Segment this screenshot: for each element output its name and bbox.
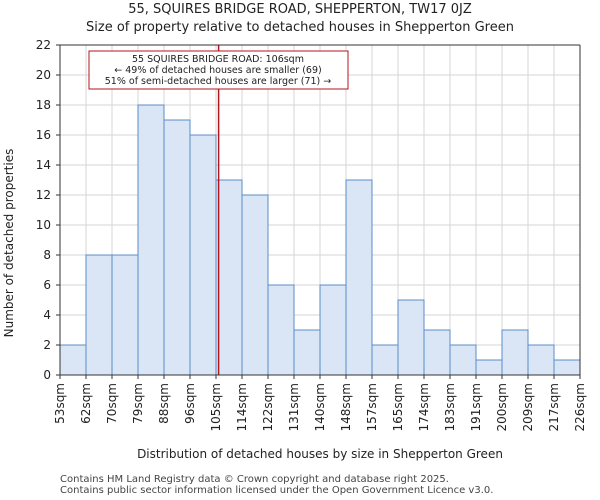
x-tick-label: 140sqm — [313, 383, 327, 431]
y-tick-label: 18 — [36, 98, 51, 112]
x-tick-label: 88sqm — [157, 383, 171, 424]
histogram-bar — [553, 359, 581, 376]
histogram-bar — [449, 344, 477, 376]
y-tick-labels: 0 2 4 6 8 10 12 14 16 18 20 22 — [36, 38, 51, 382]
y-tick-label: 6 — [43, 278, 51, 292]
y-tick-label: 12 — [36, 188, 51, 202]
x-tick-label: 105sqm — [209, 383, 223, 431]
x-tick-label: 122sqm — [261, 383, 275, 431]
histogram-bar — [423, 329, 451, 376]
footer-copyright: Contains HM Land Registry data © Crown c… — [60, 474, 449, 485]
y-tick-label: 14 — [36, 158, 51, 172]
x-tick-label: 157sqm — [365, 383, 379, 431]
histogram-bar — [85, 254, 113, 376]
annotation-border — [88, 50, 349, 90]
y-tick-label: 0 — [43, 368, 51, 382]
x-tick-label: 165sqm — [391, 383, 405, 431]
histogram-chart: 0 2 4 6 8 10 12 14 16 18 20 22 53sqm 62sqm 70sqm 79sqm… — [2, 38, 587, 461]
histogram-bar — [527, 344, 555, 376]
annotation-line-1: 55 SQUIRES BRIDGE ROAD: 106sqm — [132, 54, 304, 65]
x-tick-label: 148sqm — [339, 383, 353, 431]
x-tick-label: 62sqm — [79, 383, 93, 424]
histogram-bar — [189, 134, 217, 376]
histogram-bar — [319, 284, 347, 376]
annotation-box: 55 SQUIRES BRIDGE ROAD: 106sqm ← 49% of … — [88, 50, 349, 90]
y-tick-label: 8 — [43, 248, 51, 262]
y-tick-label: 22 — [36, 38, 51, 52]
histogram-bar — [215, 179, 243, 376]
histogram-bar — [267, 284, 295, 376]
chart-axes — [56, 44, 581, 379]
annotation-line-2: ← 49% of detached houses are smaller (69… — [114, 65, 321, 76]
histogram-bar — [293, 329, 321, 376]
x-tick-label: 217sqm — [547, 383, 561, 431]
histogram-bar — [371, 344, 399, 376]
x-tick-label: 53sqm — [53, 383, 67, 424]
histogram-bar — [163, 119, 191, 376]
footer-licence: Contains public sector information licen… — [60, 485, 494, 496]
y-tick-label: 10 — [36, 218, 51, 232]
x-axis-label: Distribution of detached houses by size … — [137, 447, 503, 461]
x-tick-label: 131sqm — [287, 383, 301, 431]
histogram-bars — [59, 104, 581, 376]
histogram-bar — [397, 299, 425, 376]
x-tick-label: 191sqm — [469, 383, 483, 431]
x-tick-labels: 53sqm 62sqm 70sqm 79sqm 88sqm 96sqm 105sqm 114s… — [53, 383, 587, 431]
y-tick-label: 2 — [43, 338, 51, 352]
y-axis-label: Number of detached properties — [2, 149, 16, 338]
histogram-bar — [475, 359, 503, 376]
x-tick-label: 183sqm — [443, 383, 457, 431]
x-tick-label: 200sqm — [495, 383, 509, 431]
histogram-bar — [137, 104, 165, 376]
histogram-bar — [111, 254, 139, 376]
x-tick-label: 96sqm — [183, 383, 197, 424]
x-tick-label: 79sqm — [131, 383, 145, 424]
y-tick-label: 4 — [43, 308, 51, 322]
x-tick-label: 70sqm — [105, 383, 119, 424]
annotation-line-3: 51% of semi-detached houses are larger (… — [105, 76, 332, 87]
x-tick-label: 114sqm — [235, 383, 249, 431]
histogram-bar — [59, 344, 87, 376]
histogram-bar — [501, 329, 529, 376]
x-tick-label: 174sqm — [417, 383, 431, 431]
x-tick-label: 226sqm — [573, 383, 587, 431]
histogram-bar — [241, 194, 269, 376]
chart-title: Size of property relative to detached ho… — [86, 20, 514, 35]
y-tick-label: 20 — [36, 68, 51, 82]
x-tick-label: 209sqm — [521, 383, 535, 431]
chart-title-address: 55, SQUIRES BRIDGE ROAD, SHEPPERTON, TW1… — [128, 2, 472, 17]
histogram-bar — [345, 179, 373, 376]
y-tick-label: 16 — [36, 128, 51, 142]
